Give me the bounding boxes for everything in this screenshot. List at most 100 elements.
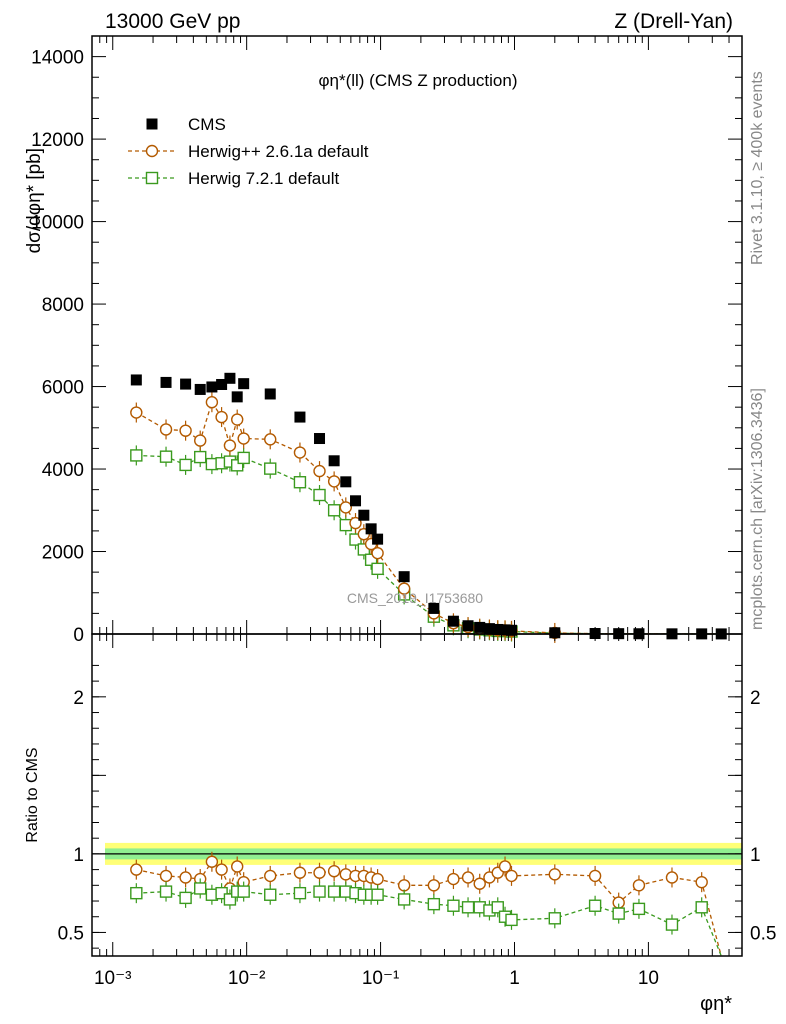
herwigpp-point	[159, 423, 173, 436]
y-tick-label: 6000	[42, 378, 84, 399]
legend-marker	[145, 171, 159, 185]
main-title: φη*(ll) (CMS Z production)	[318, 71, 517, 90]
side-mcplots-label: mcplots.cern.ch [arXiv:1306.3436]	[749, 388, 766, 630]
energy-label: 13000 GeV pp	[105, 10, 240, 33]
herwigpp-point	[371, 546, 384, 560]
legend-label: CMS	[188, 115, 226, 134]
herwig7-point	[237, 451, 250, 465]
cms-point	[365, 523, 377, 535]
herwigpp-ratio-point	[179, 871, 192, 884]
ratio-frame	[91, 633, 743, 957]
ratio-panel: 0.5 0.5 1 1 2 2 10⁻³ 10⁻² 10⁻¹ 1 10 Ratio to CMS φ…	[24, 633, 776, 1015]
y-tick-label: 0.5	[750, 923, 776, 944]
herwigpp-ratio-point	[665, 871, 679, 884]
herwigpp-point	[397, 582, 411, 595]
herwig7-point	[293, 476, 307, 489]
x-tick-label: 10⁻¹	[362, 968, 400, 989]
herwigpp-ratio-point	[427, 879, 441, 892]
legend-label: Herwig++ 2.6.1a default	[188, 142, 369, 161]
herwig7-ratio-point	[179, 891, 192, 905]
cms-point	[398, 571, 410, 583]
herwig7-point	[130, 449, 143, 462]
cms-point	[492, 623, 504, 635]
herwig7-ratio-point	[159, 885, 173, 898]
herwigpp-point	[194, 434, 207, 447]
herwig7-point	[371, 562, 384, 576]
ratio-axis-ticks: 0.5 0.5 1 1 2 2 10⁻³ 10⁻² 10⁻¹ 1 10	[58, 634, 776, 989]
herwigpp-ratio-point	[371, 872, 384, 886]
herwig7-ratio-point	[548, 912, 561, 925]
watermark: CMS_2019_I1753680	[347, 590, 483, 606]
y-tick-label: 12000	[31, 130, 84, 151]
herwigpp-ratio-point	[695, 875, 708, 889]
ratio-series	[130, 851, 722, 957]
y-tick-label: 1	[750, 845, 761, 866]
ratio-data-band	[92, 842, 742, 865]
y-tick-label: 10000	[31, 213, 84, 234]
y-tick-label: 0	[73, 625, 84, 646]
herwigpp-point	[179, 424, 192, 437]
herwig7-point	[313, 488, 326, 502]
herwigpp-ratio-line	[136, 860, 722, 957]
herwig7-ratio-point	[427, 897, 441, 911]
herwig7-ratio-point	[215, 886, 228, 900]
herwig7-point	[194, 450, 207, 464]
herwigpp-ratio-point	[313, 866, 326, 879]
cms-point	[264, 388, 276, 400]
cms-point	[447, 615, 459, 627]
process-label: Z (Drell-Yan)	[614, 10, 733, 33]
ratio-ylabel: Ratio to CMS	[24, 747, 41, 842]
main-ylabel: dσ/dφη* [pb]	[24, 148, 45, 253]
herwigpp-ratio-point	[461, 871, 475, 884]
herwig7-ratio-point	[447, 899, 460, 912]
y-tick-label: 4000	[42, 460, 84, 481]
herwig7-ratio-point	[371, 888, 384, 901]
y-tick-label: 2000	[42, 543, 84, 564]
cms-point	[224, 372, 236, 384]
herwigpp-ratio-point	[231, 860, 244, 873]
legend: CMS Herwig++ 2.6.1a default Herwig 7.2.1 d…	[128, 115, 369, 188]
herwigpp-ratio-point	[447, 872, 460, 886]
cms-point	[314, 433, 326, 445]
herwig7-ratio-point	[327, 885, 341, 898]
herwigpp-ratio-point	[205, 855, 219, 868]
herwigpp-ratio-point	[473, 877, 486, 890]
herwigpp-ratio-point	[498, 860, 512, 873]
herwigpp-point	[349, 516, 362, 530]
herwig7-ratio-line	[136, 887, 722, 957]
herwigpp-point	[130, 406, 143, 419]
herwigpp-ratio-point	[505, 869, 518, 883]
cms-point	[206, 381, 218, 393]
y-tick-label: 1	[73, 845, 84, 866]
herwig7-point	[327, 504, 341, 517]
ratio-xlabel: φη*	[700, 993, 732, 1015]
cms-point	[358, 509, 370, 521]
herwigpp-ratio-point	[327, 864, 341, 878]
legend-marker	[146, 118, 158, 130]
cms-point	[499, 624, 511, 636]
cms-point	[474, 621, 486, 633]
herwig7-ratio-point	[612, 907, 625, 920]
cms-point	[340, 476, 352, 488]
cms-point	[372, 533, 384, 545]
cms-point	[238, 378, 250, 390]
cms-point	[549, 627, 561, 639]
herwig7-ratio-point	[293, 886, 307, 900]
herwig7-ratio-point	[505, 913, 518, 927]
herwig7-ratio-point	[264, 888, 277, 901]
herwigpp-point	[313, 464, 326, 478]
cms-point	[194, 383, 206, 395]
herwig7-ratio-point	[237, 885, 250, 898]
cms-point	[428, 602, 440, 614]
herwig7-ratio-point	[632, 902, 646, 916]
y-tick-label: 8000	[42, 295, 84, 316]
legend-label: Herwig 7.2.1 default	[188, 169, 339, 188]
herwig7-ratio-point	[461, 901, 475, 914]
herwigpp-ratio-point	[293, 866, 307, 879]
main-panel: 0 2000 4000 6000 8000 10000 12000 14000 φη*(ll)…	[24, 35, 743, 646]
x-tick-label: 10⁻³	[94, 968, 132, 989]
cms-point	[462, 620, 474, 632]
herwig7-ratio-point	[665, 918, 679, 931]
herwigpp-point	[231, 413, 244, 426]
